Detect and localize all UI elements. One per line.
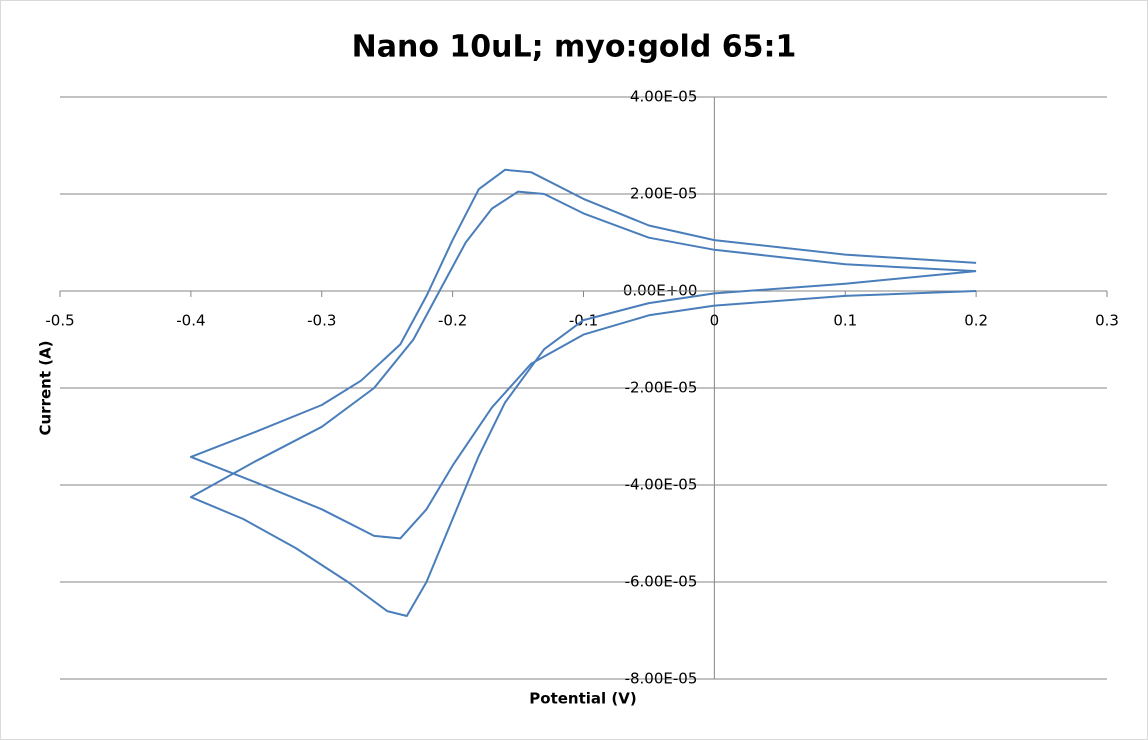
x-tick-label: 0.2 [964,312,988,330]
x-tick-label: -0.2 [438,312,467,330]
x-tick-label: 0.1 [833,312,857,330]
x-tick-label: -0.3 [307,312,336,330]
y-tick-label: -4.00E-05 [625,476,698,494]
y-tick-label: 4.00E-05 [630,88,697,106]
data-line [189,168,977,540]
y-tick-label: 2.00E-05 [630,185,697,203]
x-tick-label: 0.3 [1095,312,1119,330]
y-tick-label: -6.00E-05 [625,573,698,591]
y-tick-label: -2.00E-05 [625,379,698,397]
chart-title: Nano 10uL; myo:gold 65:1 [352,30,797,65]
x-axis-label: Potential (V) [529,690,636,708]
x-tick-label: 0 [710,312,720,330]
y-tick-label: -8.00E-05 [625,670,698,688]
data-line [189,190,977,617]
x-tick-label: -0.4 [176,312,205,330]
x-tick-label: -0.5 [45,312,74,330]
y-axis-label: Current (A) [37,340,55,435]
